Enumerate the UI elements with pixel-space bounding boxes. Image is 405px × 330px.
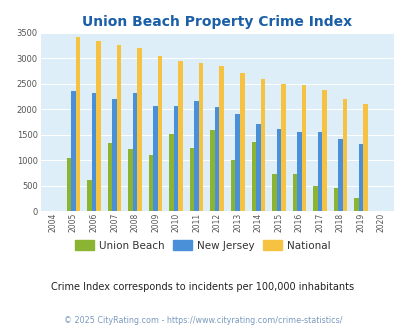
Bar: [137, 48, 141, 211]
Bar: [321, 90, 326, 211]
Bar: [235, 115, 239, 211]
Bar: [353, 198, 358, 211]
Bar: [292, 174, 296, 211]
Bar: [92, 93, 96, 211]
Bar: [75, 37, 80, 211]
Bar: [132, 93, 137, 211]
Bar: [301, 85, 305, 211]
Bar: [219, 66, 224, 211]
Bar: [169, 134, 173, 211]
Bar: [312, 186, 317, 211]
Bar: [210, 130, 214, 211]
Bar: [87, 180, 92, 211]
Bar: [198, 63, 203, 211]
Bar: [342, 99, 346, 211]
Bar: [337, 139, 342, 211]
Bar: [260, 79, 264, 211]
Bar: [230, 160, 235, 211]
Bar: [251, 142, 256, 211]
Title: Union Beach Property Crime Index: Union Beach Property Crime Index: [82, 15, 352, 29]
Bar: [256, 124, 260, 211]
Bar: [333, 188, 337, 211]
Bar: [107, 144, 112, 211]
Bar: [317, 132, 321, 211]
Legend: Union Beach, New Jersey, National: Union Beach, New Jersey, National: [71, 236, 334, 255]
Bar: [214, 107, 219, 211]
Bar: [153, 106, 158, 211]
Bar: [358, 144, 362, 211]
Bar: [173, 106, 178, 211]
Bar: [149, 155, 153, 211]
Bar: [271, 174, 276, 211]
Text: Crime Index corresponds to incidents per 100,000 inhabitants: Crime Index corresponds to incidents per…: [51, 282, 354, 292]
Bar: [276, 129, 280, 211]
Bar: [296, 132, 301, 211]
Bar: [280, 84, 285, 211]
Bar: [239, 73, 244, 211]
Bar: [190, 148, 194, 211]
Bar: [128, 149, 132, 211]
Bar: [158, 56, 162, 211]
Bar: [178, 61, 183, 211]
Bar: [71, 91, 75, 211]
Text: © 2025 CityRating.com - https://www.cityrating.com/crime-statistics/: © 2025 CityRating.com - https://www.city…: [64, 316, 341, 325]
Bar: [66, 158, 71, 211]
Bar: [194, 101, 198, 211]
Bar: [362, 104, 367, 211]
Bar: [112, 99, 117, 211]
Bar: [117, 45, 121, 211]
Bar: [96, 41, 100, 211]
